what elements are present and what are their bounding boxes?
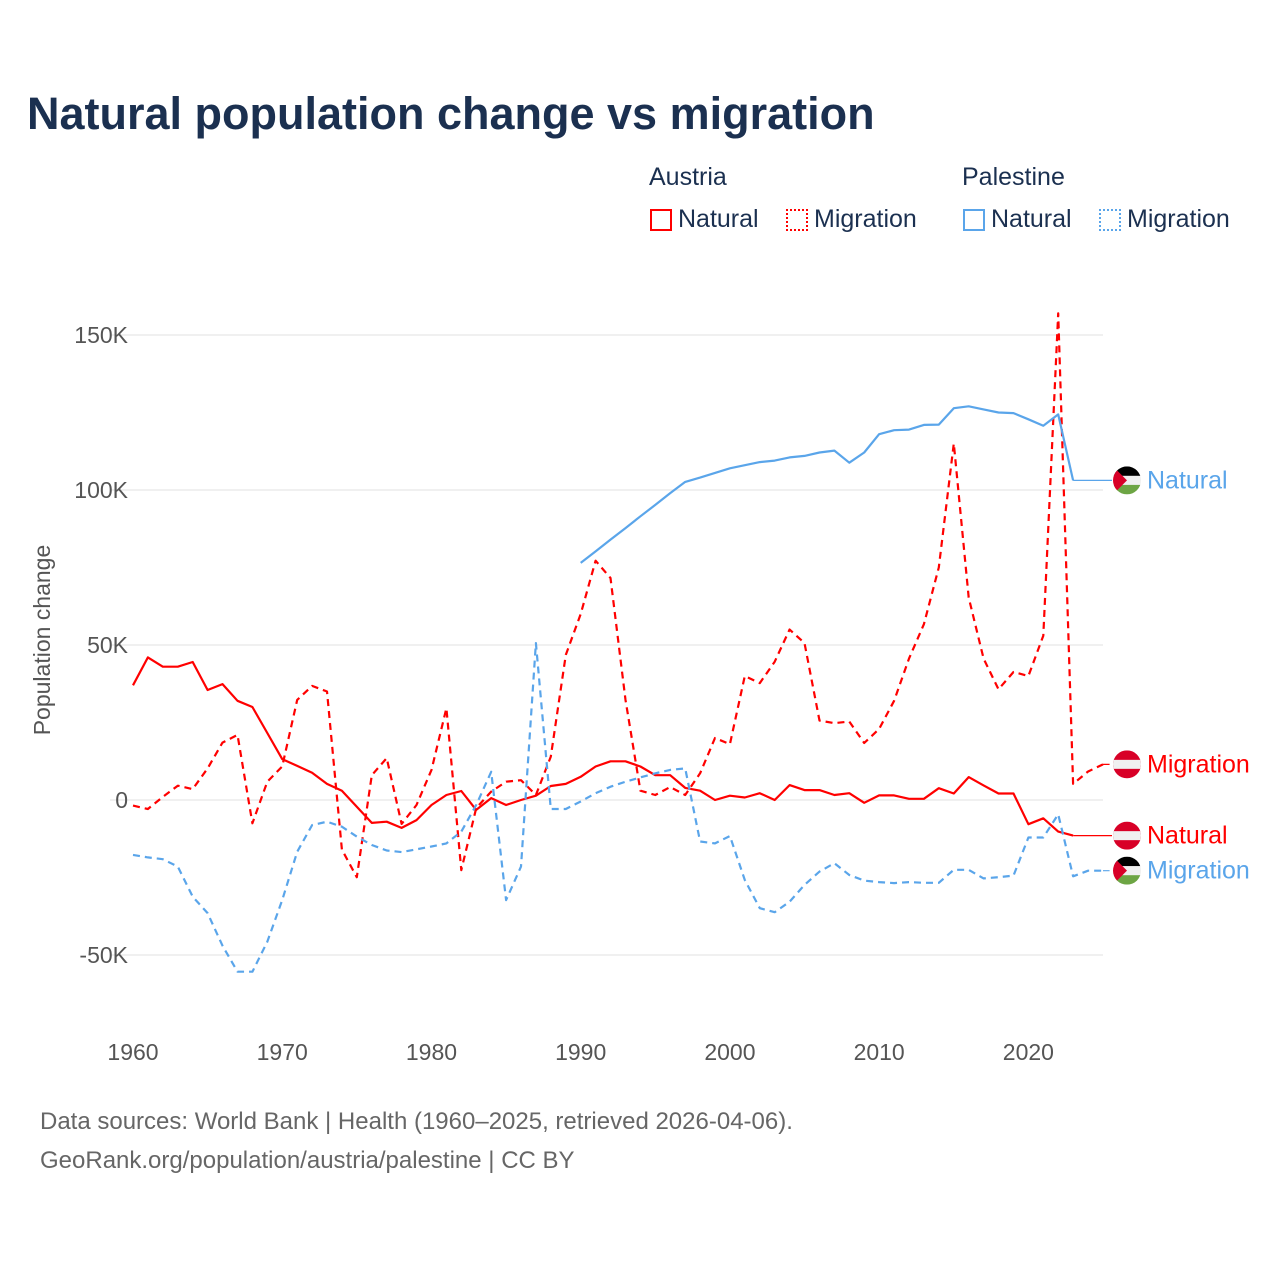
chart-title: Natural population change vs migration <box>27 88 875 139</box>
footer-sources: Data sources: World Bank | Health (1960–… <box>40 1108 793 1135</box>
series-line-austria-migration <box>132 312 1104 879</box>
legend-swatch-dotted-blue <box>1099 208 1121 231</box>
legend-label: Natural <box>991 205 1072 233</box>
series-line-palestine-migration <box>132 642 1103 973</box>
legend-swatch-solid-blue <box>963 208 985 231</box>
y-tick-label: 50K <box>87 632 129 658</box>
legend-palestine-migration[interactable]: Migration <box>1099 205 1230 234</box>
legend-label: Migration <box>1127 205 1230 233</box>
palestine-flag-icon <box>1113 856 1141 885</box>
x-tick-label: 1990 <box>555 1039 606 1065</box>
palestine-flag-icon <box>1113 466 1141 495</box>
series-line-austria-natural <box>132 656 1074 837</box>
x-tick-label: 1970 <box>257 1039 308 1065</box>
x-tick-label: 2000 <box>704 1039 755 1065</box>
legend-austria-migration[interactable]: Migration <box>786 205 917 234</box>
y-tick-label: -50K <box>79 942 128 968</box>
series-line-palestine-natural <box>580 405 1075 564</box>
x-tick-label: 2020 <box>1003 1039 1054 1065</box>
end-label-palestine-natural: Natural <box>1147 466 1228 494</box>
y-axis-label: Population change <box>29 545 55 736</box>
legend-palestine-natural[interactable]: Natural <box>963 205 1072 234</box>
x-tick-label: 1960 <box>107 1039 158 1065</box>
legend-label: Migration <box>814 205 917 233</box>
legend-austria-natural[interactable]: Natural <box>650 205 759 234</box>
legend-swatch-dotted-red <box>786 208 808 231</box>
end-label-austria-migration: Migration <box>1147 750 1250 778</box>
legend-label: Natural <box>678 205 759 233</box>
end-label-austria-natural: Natural <box>1147 822 1228 850</box>
y-tick-label: 0 <box>115 787 128 813</box>
footer-link[interactable]: GeoRank.org/population/austria/palestine… <box>40 1147 575 1174</box>
x-tick-label: 2010 <box>854 1039 905 1065</box>
end-label-palestine-migration: Migration <box>1147 857 1250 885</box>
y-tick-label: 100K <box>74 477 128 503</box>
legend-group-palestine: Palestine <box>962 163 1065 191</box>
austria-flag-icon <box>1113 750 1141 779</box>
y-tick-label: 150K <box>74 322 128 348</box>
x-tick-label: 1980 <box>406 1039 457 1065</box>
legend-swatch-solid-red <box>650 208 672 231</box>
austria-flag-icon <box>1113 821 1141 850</box>
legend-group-austria: Austria <box>649 163 727 191</box>
